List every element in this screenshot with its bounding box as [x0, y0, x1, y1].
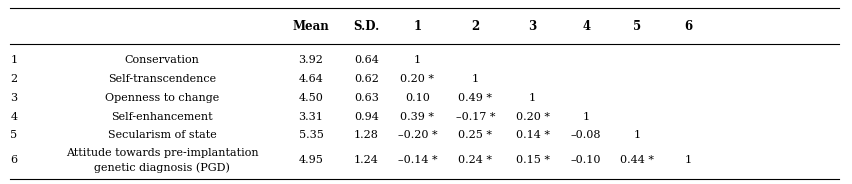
Text: –0.08: –0.08 — [571, 130, 602, 140]
Text: 1: 1 — [685, 155, 692, 165]
Text: 1: 1 — [414, 55, 421, 65]
Text: 0.44 *: 0.44 * — [620, 155, 654, 165]
Text: 2: 2 — [10, 74, 17, 84]
Text: 6: 6 — [10, 155, 17, 165]
Text: 4.64: 4.64 — [298, 74, 324, 84]
Text: 1: 1 — [634, 130, 641, 140]
Text: 0.24 *: 0.24 * — [458, 155, 492, 165]
Text: 0.20 *: 0.20 * — [400, 74, 435, 84]
Text: 1.24: 1.24 — [354, 155, 379, 165]
Text: –0.10: –0.10 — [571, 155, 602, 165]
Text: 3: 3 — [10, 93, 17, 103]
Text: 1: 1 — [10, 55, 17, 65]
Text: 0.15 *: 0.15 * — [515, 155, 550, 165]
Text: 3.92: 3.92 — [298, 55, 324, 65]
Text: 5: 5 — [10, 130, 17, 140]
Text: 3.31: 3.31 — [298, 112, 324, 122]
Text: 4: 4 — [582, 20, 590, 33]
Text: S.D.: S.D. — [354, 20, 379, 33]
Text: Attitude towards pre-implantation
genetic diagnosis (PGD): Attitude towards pre-implantation geneti… — [66, 148, 258, 173]
Text: –0.14 *: –0.14 * — [398, 155, 437, 165]
Text: 4.50: 4.50 — [298, 93, 324, 103]
Text: –0.20 *: –0.20 * — [398, 130, 437, 140]
Text: 3: 3 — [528, 20, 537, 33]
Text: 6: 6 — [684, 20, 693, 33]
Text: 5: 5 — [633, 20, 642, 33]
Text: 5.35: 5.35 — [298, 130, 324, 140]
Text: 1: 1 — [583, 112, 590, 122]
Text: 0.94: 0.94 — [354, 112, 379, 122]
Text: 0.20 *: 0.20 * — [515, 112, 550, 122]
Text: 0.49 *: 0.49 * — [458, 93, 492, 103]
Text: –0.17 *: –0.17 * — [456, 112, 495, 122]
Text: Secularism of state: Secularism of state — [107, 130, 216, 140]
Text: 0.10: 0.10 — [405, 93, 430, 103]
Text: Openness to change: Openness to change — [105, 93, 219, 103]
Text: 0.39 *: 0.39 * — [400, 112, 435, 122]
Text: 0.25 *: 0.25 * — [458, 130, 492, 140]
Text: 0.62: 0.62 — [354, 74, 379, 84]
Text: 1.28: 1.28 — [354, 130, 379, 140]
Text: 4.95: 4.95 — [298, 155, 324, 165]
Text: Self-transcendence: Self-transcendence — [108, 74, 216, 84]
Text: 0.63: 0.63 — [354, 93, 379, 103]
Text: 2: 2 — [471, 20, 480, 33]
Text: 0.64: 0.64 — [354, 55, 379, 65]
Text: Mean: Mean — [292, 20, 330, 33]
Text: 1: 1 — [413, 20, 422, 33]
Text: Self-enhancement: Self-enhancement — [111, 112, 213, 122]
Text: 0.14 *: 0.14 * — [515, 130, 550, 140]
Text: 1: 1 — [529, 93, 536, 103]
Text: Conservation: Conservation — [124, 55, 199, 65]
Text: 1: 1 — [472, 74, 479, 84]
Text: 4: 4 — [10, 112, 17, 122]
